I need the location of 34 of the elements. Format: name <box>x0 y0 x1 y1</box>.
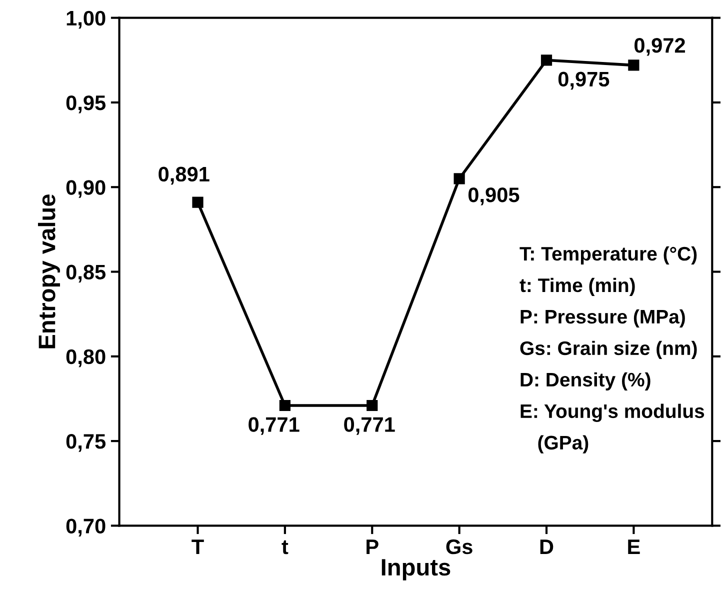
annotation: Gs: Grain size (nm) <box>520 340 697 359</box>
point <box>628 60 640 71</box>
text: 0,975 <box>558 72 610 90</box>
text: 0,771 <box>344 417 395 435</box>
x-tick-label: E <box>628 540 640 554</box>
point <box>279 400 291 412</box>
point <box>540 54 552 66</box>
x-tick-label: Gs <box>446 539 472 554</box>
point <box>192 196 204 208</box>
annotation: t: Time (min) <box>520 278 635 296</box>
text: 0,905 <box>468 188 520 206</box>
x-axis-title: Inputs <box>382 559 450 580</box>
annotation: P: Pressure (MPa) <box>520 309 685 328</box>
point <box>454 173 465 184</box>
y-tick-label: 0,80 <box>66 349 106 368</box>
x-tick-label: D <box>540 540 554 554</box>
annotation: D: Density (%) <box>520 372 650 390</box>
x-tick-label: P <box>366 540 378 554</box>
y-tick-label: 0,70 <box>66 518 106 536</box>
annotation: (GPa) <box>538 435 588 454</box>
point <box>366 400 378 412</box>
x-tick-label: T <box>192 540 204 554</box>
y-axis-title: Entropy value <box>38 194 60 348</box>
y-tick-label: 0,90 <box>66 180 106 198</box>
y-tick-label: 0,85 <box>66 264 106 283</box>
text: 0,972 <box>634 38 685 56</box>
x-tick-label: t <box>282 540 288 554</box>
text: 0,771 <box>248 417 300 435</box>
y-tick-label: 0,75 <box>66 434 106 452</box>
text: 0,891 <box>158 166 210 185</box>
y-tick-label: 0,95 <box>66 95 106 114</box>
annotation: T: Temperature (°C) <box>520 246 697 264</box>
y-tick-label: 1,00 <box>66 10 106 29</box>
annotation: E: Young's modulus <box>520 404 704 422</box>
